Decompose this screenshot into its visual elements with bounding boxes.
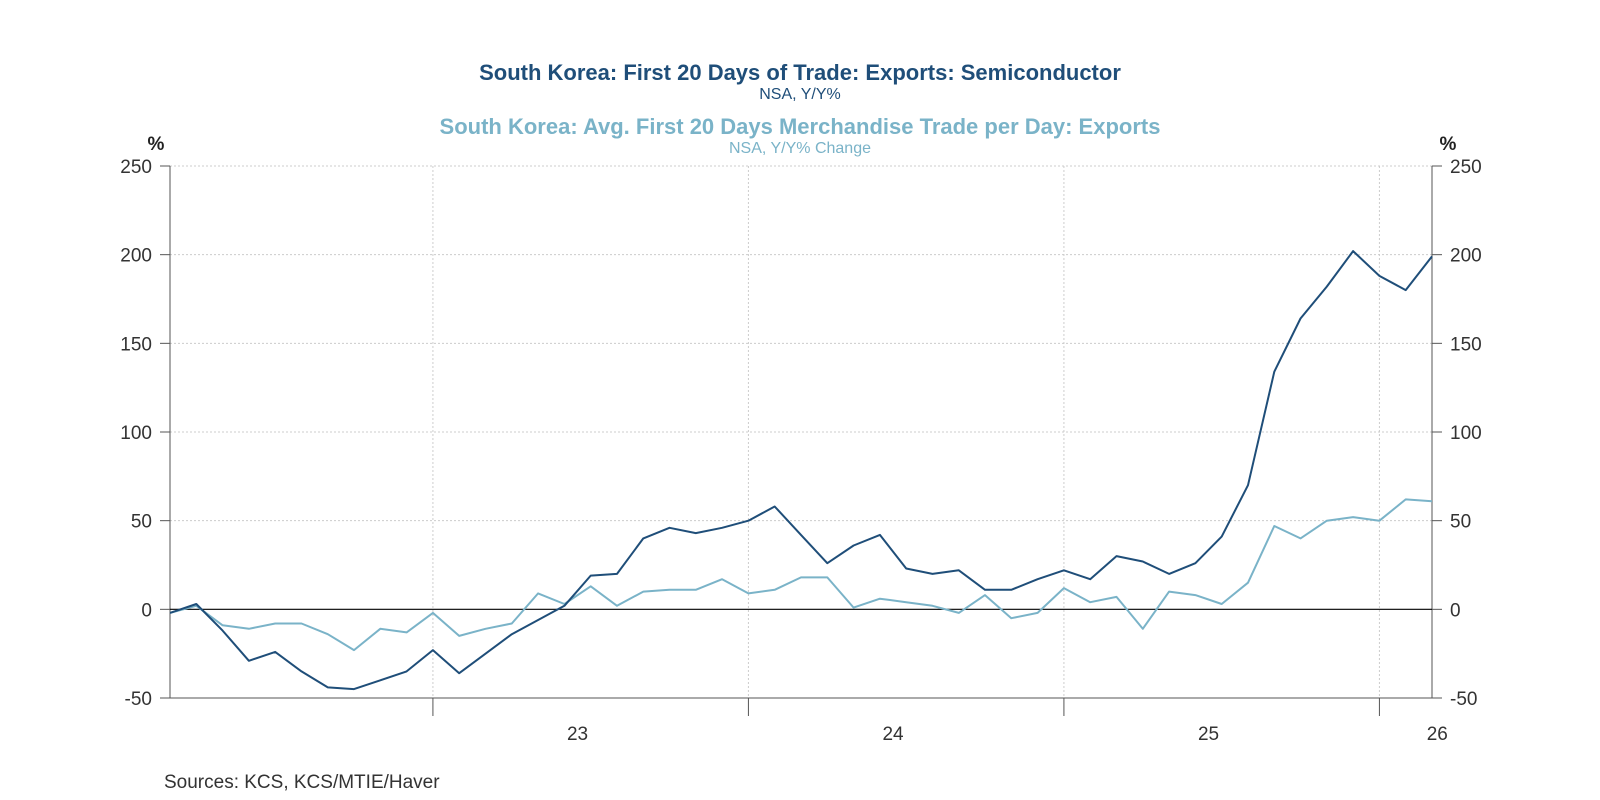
- y-unit-right: %: [1440, 134, 1457, 155]
- y-tick-label-right: 200: [1450, 246, 1482, 267]
- x-tick-label: 24: [882, 724, 904, 745]
- y-tick-label-left: 150: [120, 334, 152, 355]
- chart-title: South Korea: First 20 Days of Trade: Exp…: [479, 60, 1121, 85]
- chart-subtitle-secondary: NSA, Y/Y% Change: [728, 140, 871, 157]
- y-tick-label-left: 200: [120, 246, 152, 267]
- y-tick-label-right: 0: [1450, 600, 1461, 621]
- series-line-merchandise-exports: [169, 498, 1433, 652]
- x-tick-label: 25: [1198, 724, 1219, 745]
- y-tick-label-right: 150: [1450, 334, 1482, 355]
- chart-title-secondary: South Korea: Avg. First 20 Days Merchand…: [439, 114, 1161, 139]
- y-tick-label-left: 0: [141, 600, 152, 621]
- y-tick-label-right: 100: [1450, 423, 1482, 444]
- y-tick-label-left: 100: [120, 423, 152, 444]
- y-tick-label-left: 250: [120, 157, 152, 178]
- chart-subtitle: NSA, Y/Y%: [759, 86, 841, 103]
- y-tick-label-right: 250: [1450, 157, 1482, 178]
- x-tick-label: 23: [567, 724, 588, 745]
- y-tick-label-left: -50: [125, 689, 152, 710]
- y-tick-label-right: 50: [1450, 512, 1471, 533]
- x-tick-label: 26: [1427, 724, 1448, 745]
- y-unit-left: %: [148, 134, 165, 155]
- series-line-semiconductor: [169, 250, 1433, 691]
- y-tick-label-left: 50: [131, 512, 152, 533]
- source-note: Sources: KCS, KCS/MTIE/Haver: [164, 772, 440, 793]
- y-tick-label-right: -50: [1450, 689, 1477, 710]
